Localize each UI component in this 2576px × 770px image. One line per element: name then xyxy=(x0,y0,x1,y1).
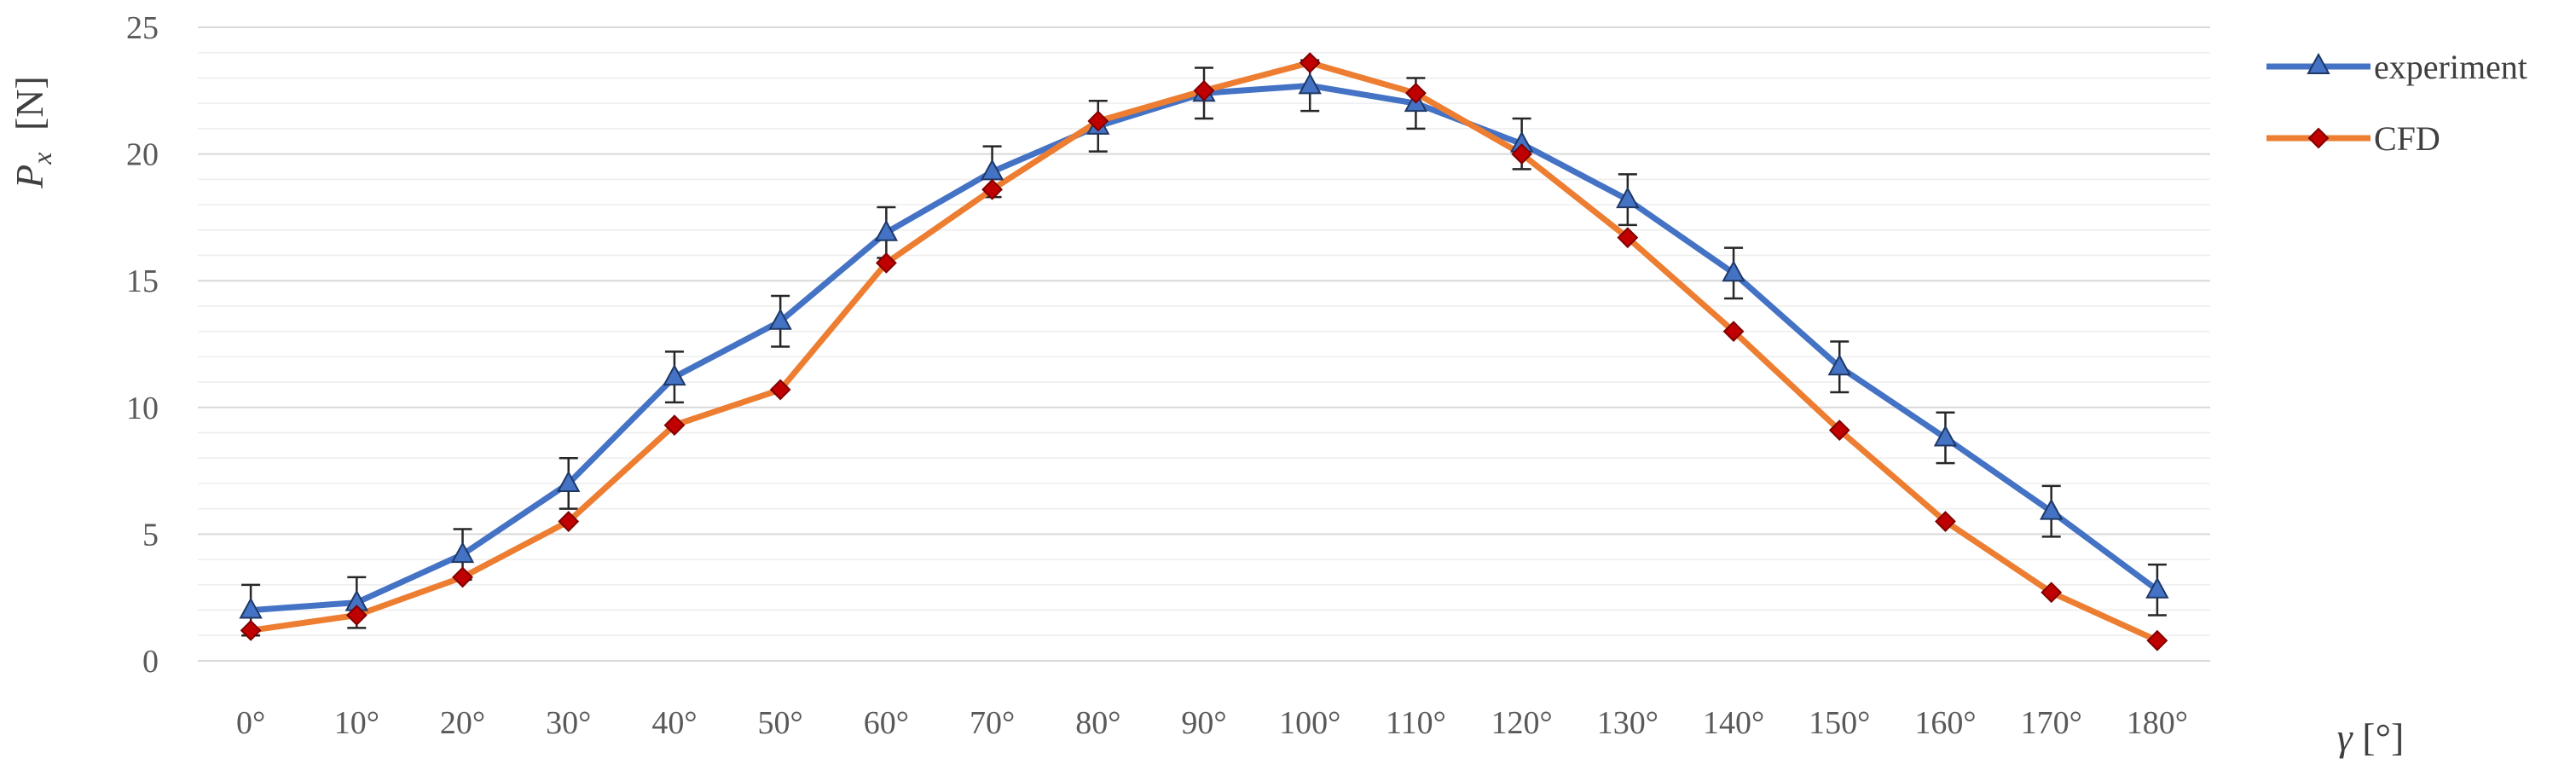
series-lines xyxy=(247,60,2161,644)
x-tick-label: 10° xyxy=(334,705,379,741)
x-tick-labels: 0° 10° 20° 30° 40° 50° 60° 70° 80° 90° 100° 110° 120… xyxy=(236,705,2188,741)
y-tick-label: 10 xyxy=(126,391,159,426)
y-axis-title-sub: x xyxy=(26,153,57,165)
data-point-cfd xyxy=(345,605,368,626)
legend: experiment CFD xyxy=(2266,48,2527,158)
data-point-cfd xyxy=(1828,420,1850,441)
data-point-experiment xyxy=(874,219,899,241)
data-point-cfd xyxy=(1617,227,1639,249)
data-point-cfd xyxy=(981,178,1003,200)
legend-diamond-icon xyxy=(2307,127,2330,149)
data-point-experiment xyxy=(768,308,792,330)
data-point-experiment xyxy=(663,364,686,386)
data-point-cfd xyxy=(2041,582,2063,604)
x-tick-label: 50° xyxy=(758,705,803,741)
x-tick-label: 100° xyxy=(1279,705,1340,741)
y-tick-label: 5 xyxy=(142,517,159,553)
x-tick-label: 60° xyxy=(864,705,909,741)
legend-label-experiment: experiment xyxy=(2374,48,2527,86)
data-point-cfd xyxy=(1722,321,1745,343)
error-bars xyxy=(241,59,2167,637)
x-tick-label: 0° xyxy=(236,705,265,741)
x-axis-title: γ [°] xyxy=(2337,715,2405,759)
gridlines xyxy=(198,26,2210,662)
legend-triangle-icon xyxy=(2307,52,2330,74)
data-point-experiment xyxy=(1298,72,1322,95)
data-point-cfd xyxy=(1405,82,1427,104)
data-point-cfd xyxy=(769,379,791,401)
y-axis-title-main: P xyxy=(8,165,51,189)
y-axis-title: Px [N] xyxy=(8,76,57,189)
data-point-experiment xyxy=(2039,498,2064,520)
x-tick-label: 130° xyxy=(1597,705,1658,741)
series-line-cfd xyxy=(247,60,2161,644)
data-point-cfd xyxy=(1087,110,1109,132)
data-point-cfd xyxy=(1511,143,1533,165)
x-tick-label: 110° xyxy=(1386,705,1446,741)
x-tick-label: 40° xyxy=(651,705,697,741)
legend-item-experiment: experiment xyxy=(2266,48,2527,86)
y-tick-label: 15 xyxy=(126,263,159,299)
series-line-experiment xyxy=(247,82,2161,614)
data-point-cfd xyxy=(663,414,686,437)
x-tick-label: 180° xyxy=(2127,705,2188,741)
data-point-cfd xyxy=(240,619,262,641)
data-point-experiment xyxy=(2145,576,2169,599)
svg-text:Px [N]: Px [N] xyxy=(8,76,57,189)
data-point-cfd xyxy=(452,566,473,588)
x-axis-title-main: γ xyxy=(2337,715,2354,759)
data-point-experiment xyxy=(1827,354,1851,376)
x-tick-label: 160° xyxy=(1914,705,1976,741)
y-tick-label: 0 xyxy=(142,644,159,680)
x-tick-label: 90° xyxy=(1181,705,1226,741)
y-axis-title-unit: [N] xyxy=(8,76,51,130)
x-tick-label: 150° xyxy=(1809,705,1870,741)
data-point-experiment xyxy=(557,470,581,492)
series-markers xyxy=(239,52,2169,651)
data-point-experiment xyxy=(239,597,263,619)
data-point-cfd xyxy=(1299,52,1321,74)
x-tick-label: 170° xyxy=(2021,705,2082,741)
data-point-cfd xyxy=(875,252,897,274)
legend-item-cfd: CFD xyxy=(2266,119,2440,158)
x-axis-title-unit: [°] xyxy=(2362,715,2404,759)
x-tick-label: 120° xyxy=(1491,705,1553,741)
y-tick-label: 25 xyxy=(126,10,159,46)
data-point-cfd xyxy=(558,511,580,532)
x-tick-label: 20° xyxy=(440,705,485,741)
x-tick-label: 140° xyxy=(1703,705,1764,741)
y-tick-labels: 0 5 10 15 20 25 xyxy=(126,10,159,680)
data-point-cfd xyxy=(2146,629,2168,651)
data-point-experiment xyxy=(450,541,475,564)
data-point-experiment xyxy=(1933,425,1958,447)
y-tick-label: 20 xyxy=(126,137,159,173)
legend-label-cfd: CFD xyxy=(2374,119,2440,158)
x-tick-label: 80° xyxy=(1075,705,1120,741)
data-point-experiment xyxy=(1722,260,1745,282)
data-point-cfd xyxy=(1935,511,1956,532)
data-point-cfd xyxy=(1193,79,1215,101)
x-tick-label: 30° xyxy=(546,705,591,741)
data-point-experiment xyxy=(1616,187,1640,209)
x-tick-label: 70° xyxy=(970,705,1015,741)
